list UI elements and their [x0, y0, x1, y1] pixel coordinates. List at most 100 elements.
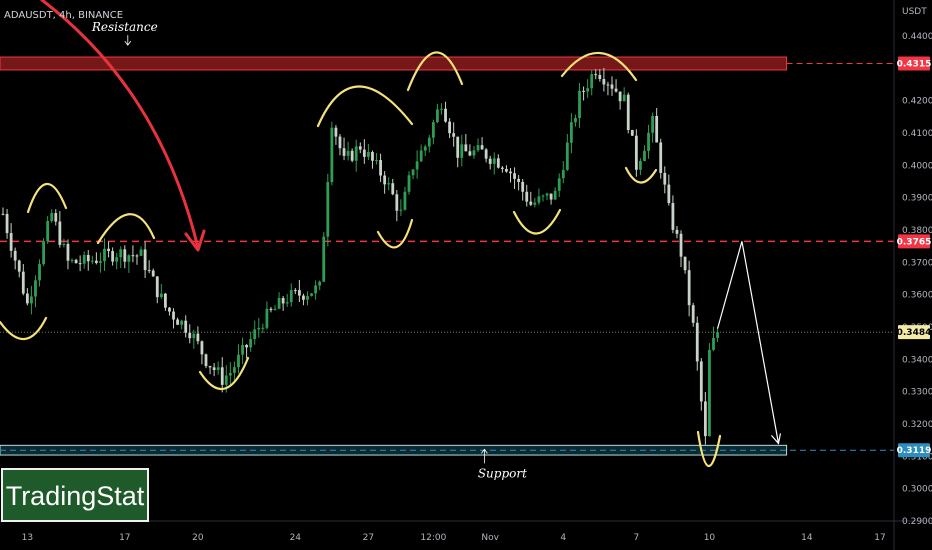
candle — [220, 357, 224, 393]
key-level-price-tag-box — [898, 234, 930, 249]
candle — [594, 69, 598, 80]
candle — [70, 258, 74, 264]
y-tick-label: 0.3700 — [902, 258, 932, 268]
candle-body — [699, 361, 703, 402]
candle — [415, 150, 419, 179]
candle-body — [407, 175, 411, 192]
candle-body — [387, 183, 391, 185]
candle-body — [371, 152, 374, 161]
candle-body — [115, 257, 119, 262]
brand-box — [1, 468, 149, 522]
candle-body — [342, 148, 346, 156]
candle — [407, 171, 411, 195]
candle — [237, 344, 240, 374]
candle — [147, 260, 151, 274]
swing-high-mark — [560, 51, 638, 82]
y-tick-label: 0.3900 — [902, 194, 932, 204]
candle-body — [94, 260, 98, 263]
candle-body — [123, 249, 127, 262]
y-tick-label: 0.4400 — [902, 32, 932, 42]
candle — [525, 184, 529, 207]
y-tick-label: 0.3400 — [902, 355, 932, 365]
candle — [500, 165, 504, 173]
swing-low-mark — [198, 356, 250, 391]
candle — [651, 112, 654, 143]
candle-body — [90, 260, 94, 262]
candle — [565, 134, 569, 171]
candle — [176, 317, 179, 325]
candle-body — [582, 90, 585, 92]
candle-body — [639, 160, 642, 170]
candle — [164, 293, 167, 311]
candle-body — [237, 354, 240, 368]
candle — [212, 363, 216, 377]
candle — [582, 86, 585, 101]
candle-body — [509, 171, 512, 174]
candle — [103, 238, 106, 271]
candle — [387, 177, 391, 191]
candle-body — [147, 270, 151, 272]
candle — [99, 252, 102, 273]
swing-high-mark — [406, 51, 464, 92]
candle-body — [176, 319, 179, 325]
candle-body — [375, 160, 378, 162]
candle-body — [606, 84, 610, 86]
candle — [342, 137, 346, 161]
candle — [634, 129, 638, 177]
candle — [618, 91, 622, 110]
candle — [184, 315, 188, 338]
candle-body — [541, 195, 545, 197]
candle — [17, 259, 21, 278]
candle-body — [505, 168, 508, 172]
candle — [123, 245, 127, 269]
candle-body — [111, 251, 115, 262]
candle-body — [667, 184, 671, 204]
candle-body — [391, 183, 395, 195]
candle — [545, 192, 549, 201]
candle — [472, 146, 476, 159]
x-tick-label: 20 — [192, 533, 204, 543]
candle-body — [265, 308, 269, 328]
candle-body — [228, 372, 232, 376]
candle-body — [411, 169, 415, 176]
candle-body — [598, 74, 602, 79]
candle — [21, 264, 25, 296]
candle — [346, 141, 350, 161]
candle — [82, 251, 86, 269]
candle-body — [249, 339, 253, 348]
candle-body — [314, 285, 318, 294]
swing-low-mark — [624, 166, 658, 184]
candle-body — [399, 209, 403, 211]
candle-body — [440, 108, 443, 110]
candle-body — [561, 169, 565, 179]
candle-body — [460, 144, 464, 158]
time-axis[interactable]: 13 17 20 24 27 12:00 Nov 4 7 10 14 17 — [22, 533, 886, 543]
x-tick-label: 24 — [290, 533, 302, 543]
y-tick-label: 0.3100 — [902, 452, 932, 462]
candle — [598, 69, 602, 82]
y-tick-label: 0.4200 — [902, 97, 932, 107]
candle-body — [403, 191, 407, 210]
candle-body — [354, 146, 358, 161]
candle-body — [431, 122, 435, 138]
current-price-tag-box — [898, 325, 930, 340]
candle-body — [200, 341, 204, 355]
candle-body — [253, 329, 257, 340]
candle — [245, 344, 248, 359]
candle-body — [13, 250, 17, 261]
candle — [708, 343, 711, 437]
candle-body — [261, 327, 265, 329]
support-note-arrow — [481, 448, 488, 464]
candle — [371, 150, 374, 169]
candle-body — [659, 142, 663, 173]
candle-body — [127, 255, 131, 262]
candle-body — [58, 221, 62, 245]
candle-body — [159, 293, 163, 298]
candle — [630, 129, 634, 136]
candle — [326, 173, 330, 247]
candle-body — [302, 295, 305, 300]
candle-layer — [1, 67, 719, 445]
candle-body — [233, 367, 236, 373]
candle — [131, 245, 135, 263]
